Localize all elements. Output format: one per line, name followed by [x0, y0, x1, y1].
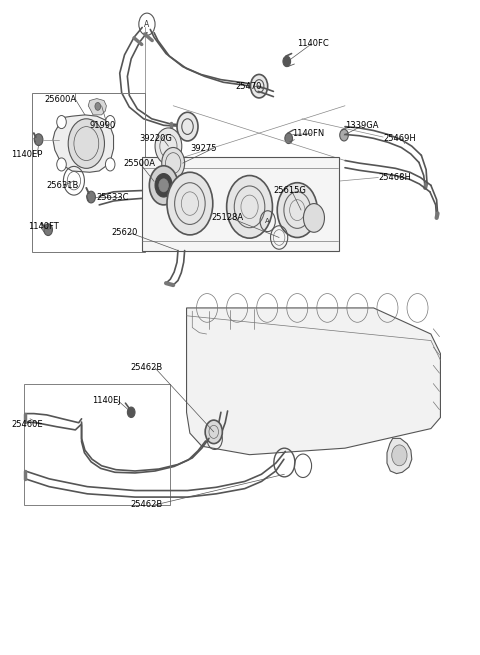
- Text: 25470: 25470: [235, 82, 262, 90]
- Ellipse shape: [387, 364, 418, 392]
- Circle shape: [149, 166, 178, 205]
- Bar: [33, 93, 144, 252]
- Polygon shape: [53, 115, 114, 172]
- Circle shape: [159, 179, 168, 192]
- Text: 1140FT: 1140FT: [28, 222, 59, 231]
- Circle shape: [251, 75, 268, 98]
- Circle shape: [87, 191, 96, 203]
- Polygon shape: [88, 98, 107, 115]
- Text: 1140FN: 1140FN: [292, 129, 325, 138]
- Text: 25615G: 25615G: [274, 186, 306, 195]
- Circle shape: [44, 224, 52, 236]
- Text: 25620: 25620: [111, 229, 138, 237]
- Bar: [142, 157, 339, 251]
- Text: 25128A: 25128A: [211, 214, 243, 223]
- Text: 39275: 39275: [190, 143, 216, 153]
- Circle shape: [283, 56, 290, 67]
- Text: 25462B: 25462B: [130, 364, 163, 373]
- Ellipse shape: [243, 335, 279, 366]
- Circle shape: [68, 119, 105, 168]
- Circle shape: [106, 158, 115, 171]
- Circle shape: [177, 112, 198, 141]
- Circle shape: [392, 445, 407, 466]
- Circle shape: [57, 158, 66, 171]
- Polygon shape: [387, 438, 412, 474]
- Circle shape: [155, 174, 172, 197]
- Circle shape: [106, 115, 115, 128]
- Bar: [24, 384, 170, 505]
- Circle shape: [34, 134, 43, 145]
- Circle shape: [57, 115, 66, 128]
- Text: 39220G: 39220G: [140, 134, 173, 143]
- Circle shape: [162, 147, 185, 179]
- Ellipse shape: [291, 341, 327, 373]
- Text: 1140EP: 1140EP: [11, 149, 42, 159]
- Circle shape: [167, 172, 213, 235]
- Text: 25633C: 25633C: [97, 193, 129, 202]
- Polygon shape: [187, 308, 441, 455]
- Text: 1339GA: 1339GA: [345, 121, 379, 130]
- Circle shape: [303, 204, 324, 233]
- Circle shape: [340, 129, 348, 141]
- Text: 25468H: 25468H: [378, 173, 411, 182]
- Text: 25631B: 25631B: [47, 181, 79, 191]
- Circle shape: [155, 128, 182, 164]
- Text: 25469H: 25469H: [383, 134, 416, 143]
- Text: 25462B: 25462B: [130, 500, 163, 510]
- Text: 1140EJ: 1140EJ: [92, 396, 121, 405]
- Text: 1140FC: 1140FC: [297, 39, 329, 48]
- Text: A: A: [265, 218, 270, 224]
- Text: 91990: 91990: [90, 121, 116, 130]
- Text: A: A: [144, 20, 150, 29]
- Text: 25500A: 25500A: [123, 159, 155, 168]
- Text: 25460E: 25460E: [11, 420, 43, 428]
- Circle shape: [205, 420, 222, 443]
- Circle shape: [127, 407, 135, 417]
- Circle shape: [285, 133, 292, 143]
- Circle shape: [277, 183, 317, 238]
- Text: 25600A: 25600A: [44, 95, 76, 103]
- Circle shape: [95, 102, 101, 110]
- Ellipse shape: [336, 351, 372, 383]
- Circle shape: [227, 176, 273, 238]
